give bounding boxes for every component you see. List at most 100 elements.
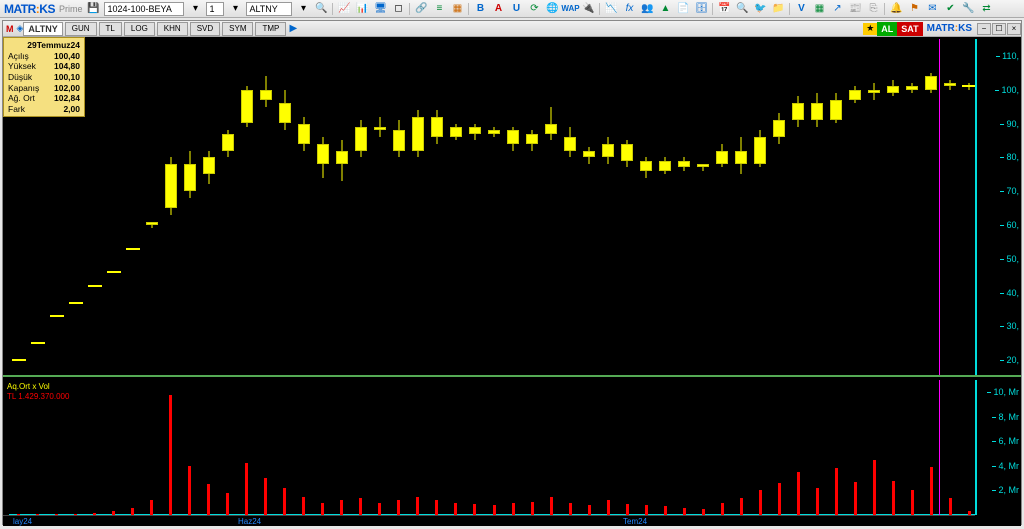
candle[interactable] xyxy=(639,39,653,375)
volume-bar[interactable] xyxy=(550,497,553,515)
volume-bar[interactable] xyxy=(645,505,648,515)
volume-bar[interactable] xyxy=(283,488,286,515)
candle[interactable] xyxy=(430,39,444,375)
mail-icon[interactable]: ✉ xyxy=(925,2,939,16)
news-icon[interactable]: 📰 xyxy=(848,2,862,16)
play-icon[interactable]: ▶ xyxy=(286,22,300,36)
volume-bar[interactable] xyxy=(721,503,724,515)
candle[interactable] xyxy=(221,39,235,375)
volume-bar[interactable] xyxy=(778,483,781,515)
dropdown-icon[interactable]: ▾ xyxy=(188,2,202,16)
volume-bar[interactable] xyxy=(740,498,743,515)
candle[interactable] xyxy=(886,39,900,375)
candle[interactable] xyxy=(468,39,482,375)
table-icon[interactable]: ▦ xyxy=(812,2,826,16)
candle[interactable] xyxy=(316,39,330,375)
sync-icon[interactable]: ⇄ xyxy=(979,2,993,16)
candle[interactable] xyxy=(202,39,216,375)
export-icon[interactable]: ↗ xyxy=(830,2,844,16)
volume-bar[interactable] xyxy=(188,466,191,515)
symbol-tab[interactable]: ALTNY xyxy=(23,22,62,36)
candle[interactable] xyxy=(525,39,539,375)
volume-bar[interactable] xyxy=(531,502,534,516)
candle[interactable] xyxy=(335,39,349,375)
volume-bar[interactable] xyxy=(207,484,210,515)
volume-bar[interactable] xyxy=(302,497,305,515)
mode-svd[interactable]: SVD xyxy=(190,22,220,36)
volume-bar[interactable] xyxy=(512,503,515,515)
volume-bar[interactable] xyxy=(378,503,381,515)
link-icon[interactable]: 🔗 xyxy=(414,2,428,16)
tree-icon[interactable]: ▲ xyxy=(658,2,672,16)
candle[interactable] xyxy=(506,39,520,375)
search-icon[interactable]: 🔍 xyxy=(314,2,328,16)
volume-bar[interactable] xyxy=(759,490,762,515)
candle[interactable] xyxy=(791,39,805,375)
volume-bar[interactable] xyxy=(949,498,952,515)
volume-bar[interactable] xyxy=(892,481,895,515)
mode-tl[interactable]: TL xyxy=(99,22,122,36)
badge-al[interactable]: AL xyxy=(877,22,897,36)
candle[interactable] xyxy=(259,39,273,375)
candle[interactable] xyxy=(848,39,862,375)
candle[interactable] xyxy=(924,39,938,375)
candle[interactable] xyxy=(734,39,748,375)
bold-icon[interactable]: B xyxy=(473,2,487,16)
list-icon[interactable]: ≡ xyxy=(432,2,446,16)
maximize-button[interactable]: ☐ xyxy=(992,23,1006,35)
candle[interactable] xyxy=(126,39,140,375)
u-icon[interactable]: U xyxy=(509,2,523,16)
candle[interactable] xyxy=(240,39,254,375)
grid-icon[interactable]: ▦ xyxy=(450,2,464,16)
volume-bar[interactable] xyxy=(226,493,229,515)
calendar-icon[interactable]: 📅 xyxy=(717,2,731,16)
volume-pane[interactable]: Aq.Ort x Vol TL 1.429.370.000 2, Mr4, Mr… xyxy=(3,380,1021,515)
wap-icon[interactable]: WAP xyxy=(563,2,577,16)
v-icon[interactable]: V xyxy=(794,2,808,16)
volume-bar[interactable] xyxy=(264,478,267,515)
candle[interactable] xyxy=(278,39,292,375)
profile-input[interactable] xyxy=(104,2,184,16)
check-icon[interactable]: ✔ xyxy=(943,2,957,16)
candle[interactable] xyxy=(487,39,501,375)
price-plot[interactable] xyxy=(9,39,975,375)
volume-bar[interactable] xyxy=(854,482,857,515)
dropdown-icon[interactable]: ▾ xyxy=(296,2,310,16)
mode-gun[interactable]: GUN xyxy=(65,22,97,36)
chart2-icon[interactable]: 📉 xyxy=(604,2,618,16)
window-icon[interactable]: ◻ xyxy=(391,2,405,16)
people-icon[interactable]: 👥 xyxy=(640,2,654,16)
volume-bar[interactable] xyxy=(416,497,419,515)
volume-bar[interactable] xyxy=(797,472,800,515)
candle[interactable] xyxy=(392,39,406,375)
volume-bar[interactable] xyxy=(816,488,819,515)
a-icon[interactable]: A xyxy=(491,2,505,16)
volume-bar[interactable] xyxy=(664,506,667,515)
candle[interactable] xyxy=(905,39,919,375)
volume-bar[interactable] xyxy=(435,500,438,515)
volume-plot[interactable] xyxy=(9,380,975,515)
mode-khn[interactable]: KHN xyxy=(157,22,188,36)
alert-icon[interactable]: 🔔 xyxy=(889,2,903,16)
candle[interactable] xyxy=(715,39,729,375)
volume-bar[interactable] xyxy=(835,468,838,515)
candle[interactable] xyxy=(563,39,577,375)
mode-tmp[interactable]: TMP xyxy=(255,22,286,36)
volume-bar[interactable] xyxy=(626,504,629,515)
candle[interactable] xyxy=(943,39,957,375)
candle[interactable] xyxy=(810,39,824,375)
candle[interactable] xyxy=(354,39,368,375)
mode-log[interactable]: LOG xyxy=(124,22,155,36)
fx-icon[interactable]: fx xyxy=(622,2,636,16)
candle[interactable] xyxy=(145,39,159,375)
search2-icon[interactable]: 🔍 xyxy=(735,2,749,16)
badge-sat[interactable]: SAT xyxy=(897,22,922,36)
volume-bar[interactable] xyxy=(588,505,591,515)
volume-bar[interactable] xyxy=(930,467,933,515)
candle[interactable] xyxy=(411,39,425,375)
candle[interactable] xyxy=(753,39,767,375)
twitter-icon[interactable]: 🐦 xyxy=(753,2,767,16)
volume-bar[interactable] xyxy=(911,490,914,515)
candle[interactable] xyxy=(107,39,121,375)
volume-bar[interactable] xyxy=(473,504,476,515)
